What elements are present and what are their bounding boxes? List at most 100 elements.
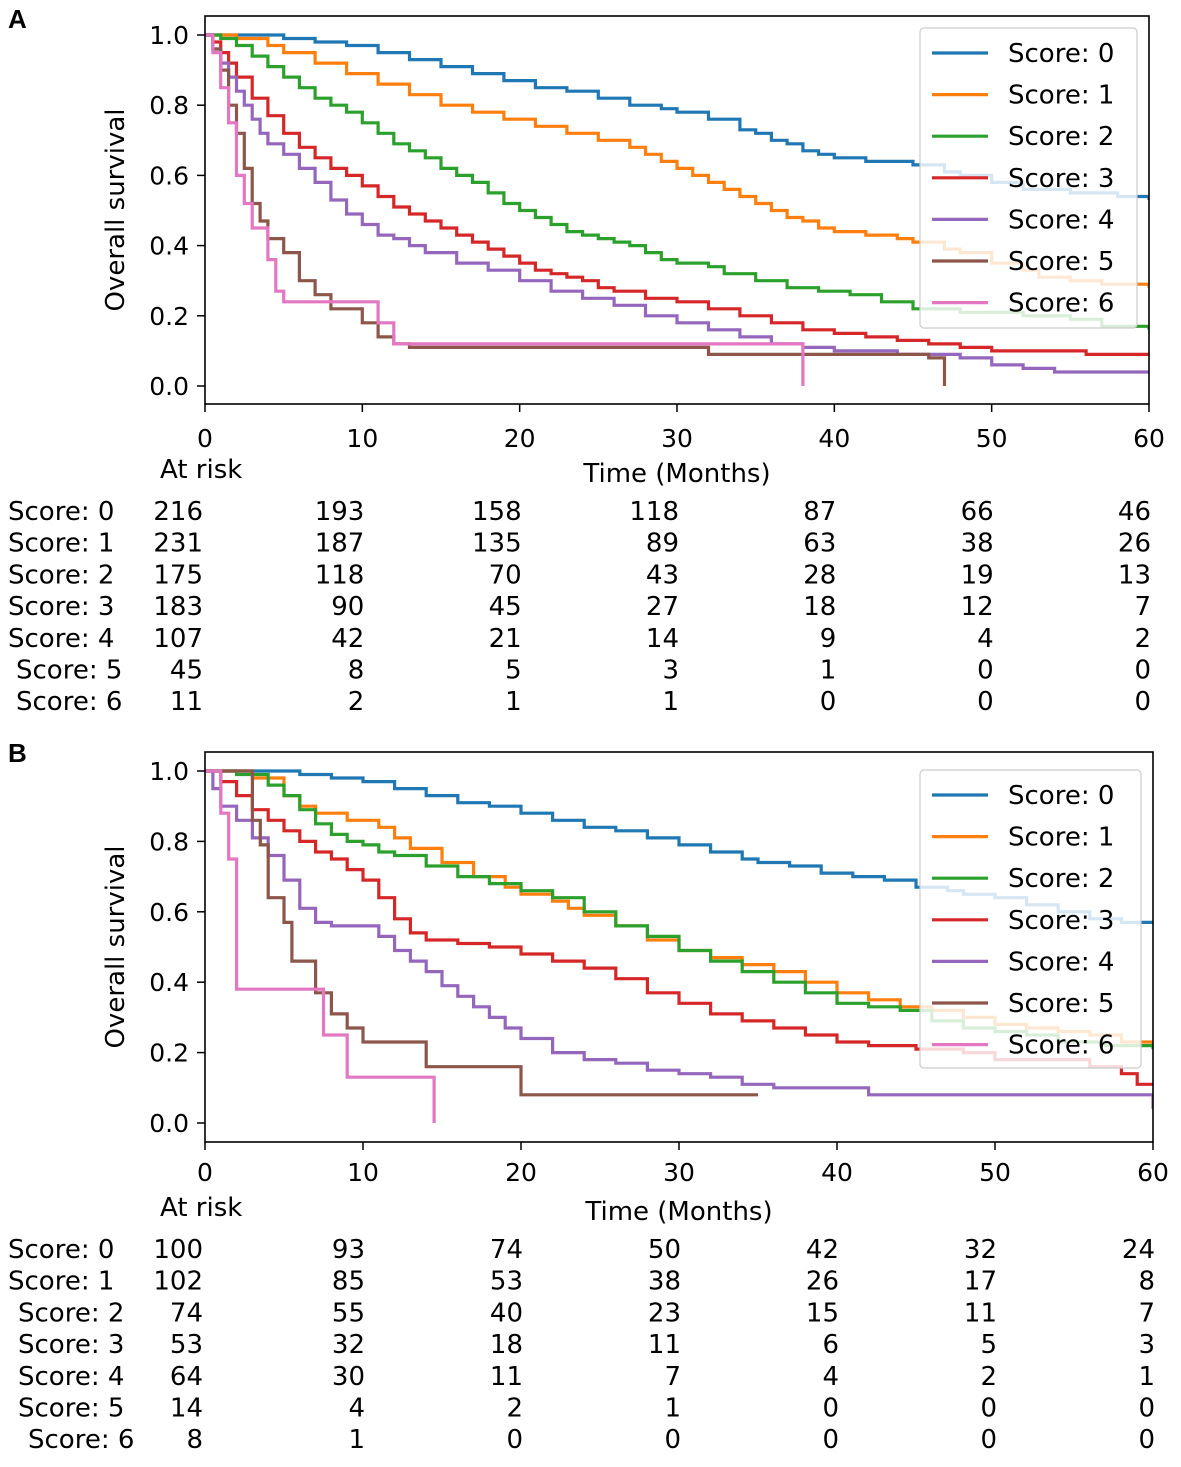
at-risk-count: 1 [662,687,679,717]
at-risk-count: 43 [646,560,679,590]
x-tick-label: 10 [346,424,378,453]
x-tick-label: 0 [197,424,213,453]
at-risk-count: 12 [961,592,994,622]
km-curve-score-5 [205,769,758,1097]
km-curve-score-3 [205,33,1149,356]
legend-label: Score: 4 [1008,947,1114,977]
at-risk-count: 1 [348,1425,365,1455]
legend-label: Score: 4 [1008,205,1114,235]
at-risk-row-label: Score: 6 [28,1425,134,1455]
at-risk-count: 13 [1118,560,1151,590]
at-risk-count: 1 [505,687,522,717]
at-risk-count: 11 [648,1330,681,1360]
at-risk-row-label: Score: 1 [8,529,114,559]
x-tick-label: 50 [979,1158,1011,1187]
panel-letter: B [8,738,27,768]
at-risk-count: 26 [1118,529,1151,559]
at-risk-count: 32 [332,1330,365,1360]
at-risk-count: 2 [348,687,365,717]
at-risk-count: 28 [803,560,836,590]
y-tick-label: 0.0 [149,372,189,401]
at-risk-row-label: Score: 4 [8,624,114,654]
at-risk-count: 8 [1138,1267,1155,1297]
legend-label: Score: 6 [1008,1031,1114,1061]
at-risk-count: 193 [315,497,365,527]
x-axis-label: Time (Months) [582,459,770,489]
legend: Score: 0 Score: 1 Score: 2 Score: 3 Score: 4… [919,769,1142,1069]
at-risk-count: 135 [472,529,522,559]
at-risk-count: 1 [664,1394,681,1424]
y-tick-label: 0.6 [149,161,189,190]
at-risk-count: 63 [803,529,836,559]
km-curve-score-6 [205,33,805,386]
legend-label: Score: 3 [1008,164,1114,194]
at-risk-count: 118 [315,560,365,590]
at-risk-count: 6 [822,1330,839,1360]
at-risk-count: 4 [348,1394,365,1424]
at-risk-count: 1 [820,656,837,686]
at-risk-count: 175 [153,560,203,590]
at-risk-count: 2 [1134,624,1151,654]
at-risk-count: 100 [153,1235,203,1265]
at-risk-count: 32 [964,1235,997,1265]
legend: Score: 0 Score: 1 Score: 2 Score: 3 Score: 4… [919,27,1138,329]
legend-label: Score: 3 [1008,906,1114,936]
at-risk-count: 5 [980,1330,997,1360]
at-risk-count: 85 [332,1267,365,1297]
at-risk-count: 0 [977,656,994,686]
at-risk-count: 0 [822,1425,839,1455]
at-risk-count: 187 [315,529,365,559]
at-risk-count: 42 [331,624,364,654]
at-risk-count: 7 [664,1362,681,1392]
x-tick-label: 60 [1137,1158,1169,1187]
y-tick-label: 0.0 [149,1109,189,1138]
at-risk-row-label: Score: 5 [16,656,122,686]
at-risk-count: 9 [820,624,837,654]
at-risk-count: 11 [170,687,203,717]
at-risk-count: 70 [489,560,522,590]
at-risk-count: 90 [331,592,364,622]
at-risk-count: 0 [980,1425,997,1455]
at-risk-count: 55 [332,1298,365,1328]
at-risk-count: 11 [964,1298,997,1328]
at-risk-row-label: Score: 2 [18,1298,124,1328]
at-risk-count: 183 [153,592,203,622]
x-tick-label: 50 [976,424,1008,453]
at-risk-count: 40 [490,1298,523,1328]
legend-label: Score: 0 [1008,781,1114,811]
at-risk-count: 74 [170,1298,203,1328]
at-risk-count: 3 [662,656,679,686]
at-risk-count: 5 [505,656,522,686]
at-risk-count: 21 [489,624,522,654]
at-risk-row-label: Score: 4 [18,1362,124,1392]
at-risk-row-label: Score: 3 [8,592,114,622]
at-risk-count: 14 [170,1394,203,1424]
at-risk-count: 216 [153,497,203,527]
at-risk-count: 7 [1134,592,1151,622]
y-tick-label: 0.4 [149,968,189,997]
at-risk-row-label: Score: 5 [18,1394,124,1424]
at-risk-count: 8 [186,1425,203,1455]
x-tick-label: 20 [505,1158,537,1187]
at-risk-count: 64 [170,1362,203,1392]
at-risk-count: 0 [1134,656,1151,686]
at-risk-row-label: Score: 2 [8,560,114,590]
at-risk-count: 19 [961,560,994,590]
at-risk-count: 18 [490,1330,523,1360]
x-tick-label: 30 [663,1158,695,1187]
legend-label: Score: 1 [1008,823,1114,853]
y-tick-label: 1.0 [149,21,189,50]
at-risk-count: 46 [1118,497,1151,527]
y-tick-label: 0.4 [149,232,189,261]
at-risk-count: 4 [977,624,994,654]
x-axis-label: Time (Months) [584,1197,772,1227]
legend-label: Score: 6 [1008,289,1114,319]
at-risk-count: 0 [980,1394,997,1424]
y-tick-label: 0.2 [149,1039,189,1068]
legend-label: Score: 0 [1008,39,1114,69]
at-risk-count: 38 [961,529,994,559]
y-tick-label: 1.0 [149,757,189,786]
y-tick-label: 0.8 [149,827,189,856]
